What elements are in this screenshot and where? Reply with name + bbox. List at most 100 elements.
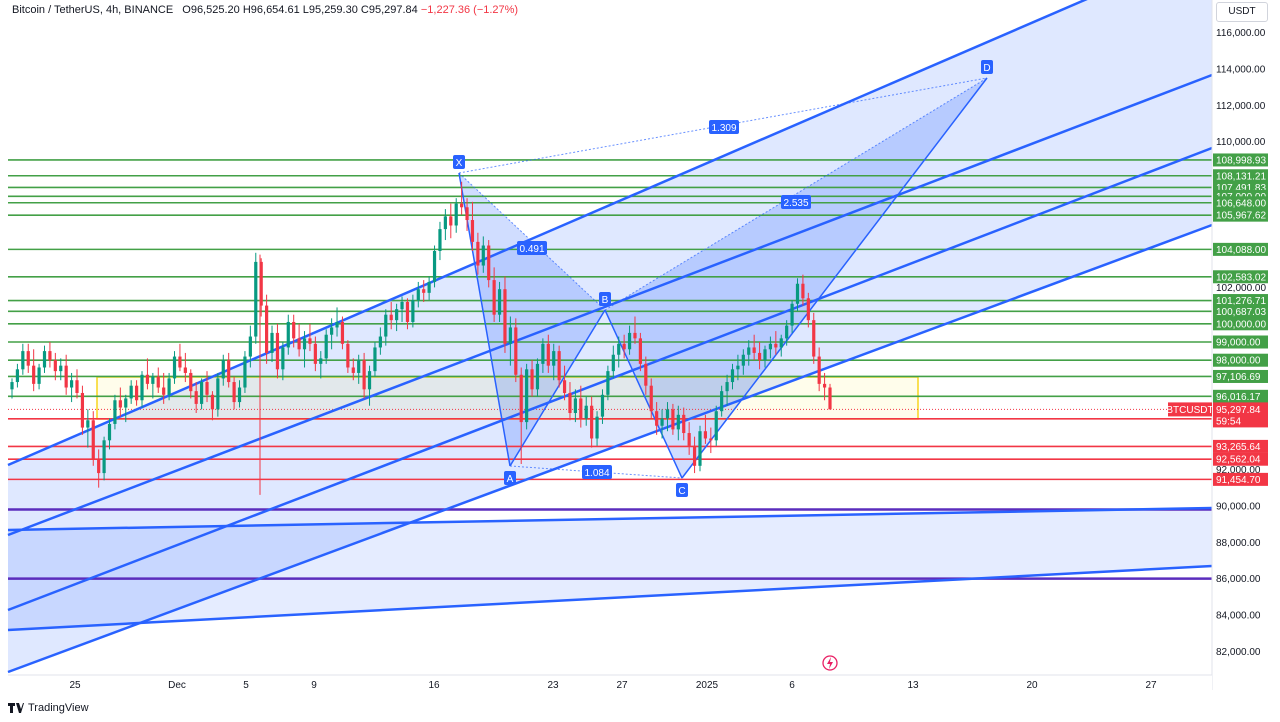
candle-body — [362, 360, 366, 390]
candle-body — [346, 343, 350, 368]
ratio-badge — [582, 465, 612, 479]
price-tick-label: 88,000.00 — [1216, 538, 1261, 549]
harmonic-point-label: B — [602, 295, 609, 306]
harmonic-point-c — [676, 483, 688, 497]
candle-body — [644, 363, 648, 386]
time-tick-label: 2025 — [696, 680, 719, 691]
channel-line — [7, 223, 1213, 674]
candle-body — [790, 303, 794, 326]
level-price-box — [1213, 472, 1268, 486]
candle-body — [508, 327, 512, 344]
candle-body — [660, 418, 664, 426]
candle-body — [606, 371, 610, 395]
candle-body — [465, 207, 469, 221]
harmonic-point-b — [599, 292, 611, 306]
ratio-label: 1.309 — [711, 123, 736, 134]
candle-body — [216, 378, 220, 410]
candle-body — [422, 289, 426, 293]
candle-body — [64, 365, 68, 388]
level-price-label: 96,016.17 — [1216, 392, 1261, 403]
level-price-label: 101,276.71 — [1216, 296, 1266, 307]
level-price-box — [1213, 294, 1268, 308]
candle-body — [714, 411, 718, 441]
harmonic-point-d — [981, 60, 993, 74]
candle-body — [21, 351, 25, 370]
last-price-box — [1213, 402, 1268, 428]
level-price-box — [1213, 153, 1268, 167]
harmonic-point-x — [453, 155, 465, 169]
candle-body — [470, 220, 475, 242]
candle-body — [449, 216, 453, 226]
range-box — [96, 376, 919, 420]
candle-body — [357, 360, 361, 373]
candle-body — [611, 354, 615, 372]
ohlc-values: O96,525.20 H96,654.61 L95,259.30 C95,297… — [182, 4, 518, 16]
candle-body — [709, 438, 713, 441]
ratio-label: 2.535 — [783, 198, 808, 209]
candle-body — [633, 332, 637, 339]
symbol-title[interactable]: Bitcoin / TetherUS, 4h, BINANCE — [12, 4, 174, 16]
candle-body — [26, 351, 30, 366]
tradingview-footer[interactable]: TradingView — [8, 702, 89, 714]
harmonic-point-label: C — [678, 486, 685, 497]
level-price-box — [1213, 353, 1268, 367]
level-price-label: 93,265.64 — [1216, 442, 1261, 453]
candle-body — [698, 431, 702, 466]
candle-body — [438, 229, 442, 251]
candle-body — [481, 245, 485, 266]
candle-body — [80, 392, 85, 428]
candle-body — [405, 301, 410, 322]
candle-body — [562, 380, 567, 393]
candle-body — [373, 347, 377, 372]
last-price-label: 95,297.84 — [1216, 405, 1261, 416]
level-price-label: 105,967.62 — [1216, 211, 1266, 222]
level-price-box — [1213, 196, 1268, 210]
candle-body — [145, 374, 150, 384]
candle-body — [568, 392, 572, 414]
candle-body — [443, 216, 447, 230]
price-tick-label: 92,000.00 — [1216, 465, 1261, 476]
candle-body — [221, 360, 225, 379]
candle-body — [497, 289, 502, 315]
high-value: H96,654.61 — [242, 4, 300, 16]
level-price-label: 91,454.70 — [1216, 475, 1261, 486]
price-tick-label: 102,000.00 — [1216, 283, 1266, 294]
level-price-label: 92,562.04 — [1216, 455, 1261, 466]
candle-body — [140, 374, 144, 401]
candle-body — [134, 385, 139, 401]
candle-body — [400, 301, 404, 310]
harmonic-point-label: D — [983, 63, 990, 74]
candle-body — [75, 380, 79, 393]
currency-button[interactable]: USDT — [1216, 2, 1268, 22]
candle-body — [552, 351, 556, 366]
level-price-box — [1213, 369, 1268, 383]
candle-body — [617, 343, 621, 355]
candle-body — [492, 280, 496, 315]
candle-body — [785, 325, 789, 339]
candle-body — [248, 336, 252, 357]
channel-band — [8, 148, 1212, 672]
candle-body — [210, 394, 215, 410]
level-price-label: 98,000.00 — [1216, 356, 1261, 367]
candle-body — [416, 289, 420, 301]
candle-body — [37, 367, 41, 384]
candle-body — [546, 343, 550, 366]
time-tick-label: 27 — [1145, 680, 1157, 691]
candle-body — [779, 338, 783, 348]
candle-body — [503, 289, 507, 344]
candle-body — [107, 423, 112, 441]
candle-body — [682, 414, 686, 434]
level-price-box — [1213, 304, 1268, 318]
candle-body — [124, 398, 128, 408]
harmonic-point-label: A — [507, 474, 514, 485]
candle-body — [232, 382, 236, 403]
candle-body — [703, 431, 708, 439]
candle-body — [340, 321, 345, 344]
candle-body — [237, 387, 242, 403]
candle-body — [557, 351, 561, 381]
time-tick-label: 9 — [311, 680, 317, 691]
level-price-label: 97,106.69 — [1216, 372, 1261, 383]
level-price-box — [1213, 270, 1268, 284]
candle-body — [156, 376, 160, 388]
